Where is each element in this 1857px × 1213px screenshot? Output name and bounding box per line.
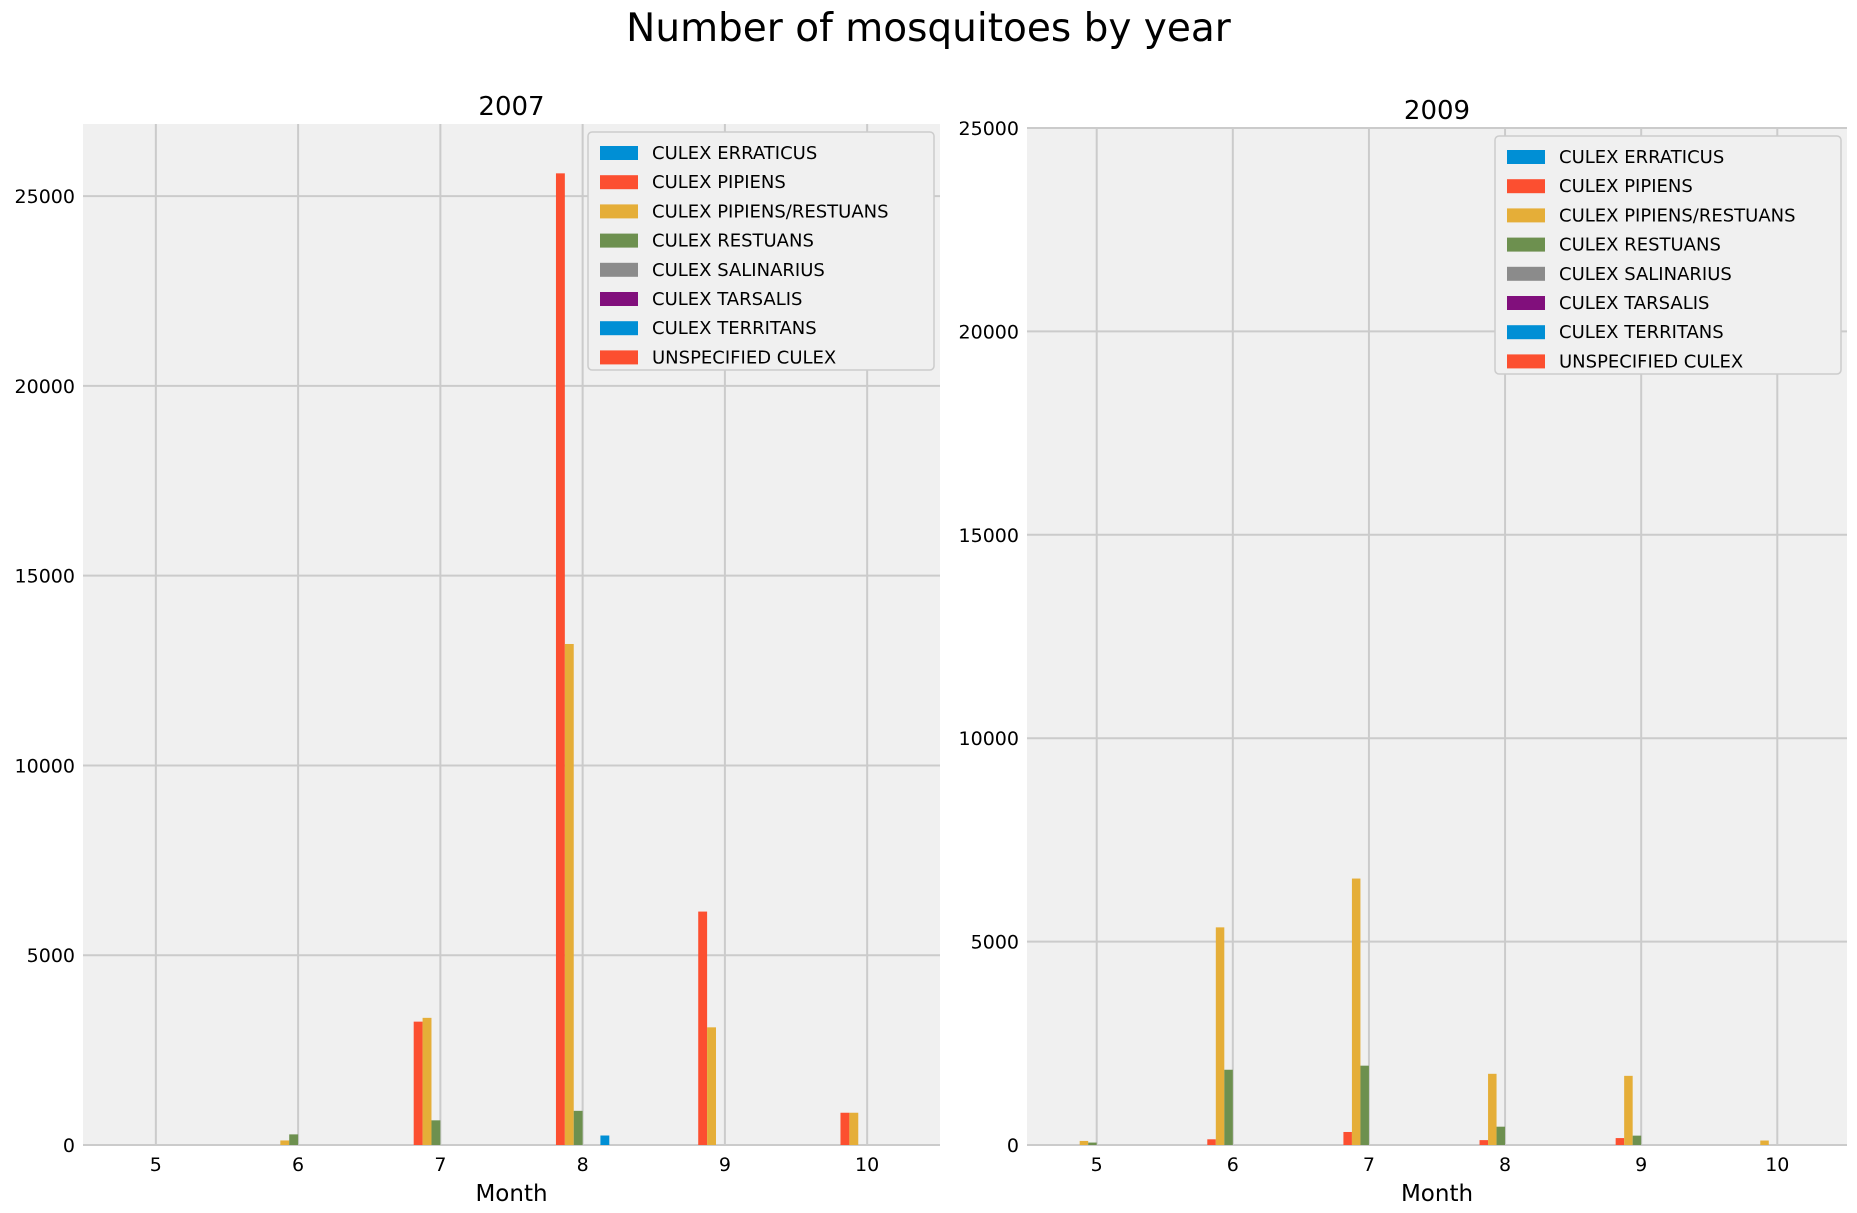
x-tick-label: 9 (719, 1154, 731, 1176)
x-tick-label: 6 (292, 1154, 304, 1176)
legend-swatch (600, 321, 638, 336)
x-axis-label: Month (1401, 1181, 1473, 1207)
legend-label: CULEX RESTUANS (652, 231, 814, 252)
bar (1207, 1139, 1216, 1145)
bar (840, 1112, 850, 1145)
y-tick-label: 25000 (15, 186, 75, 208)
bar (1760, 1140, 1769, 1145)
legend-swatch (600, 175, 638, 190)
legend-swatch (1507, 354, 1545, 369)
legend: CULEX ERRATICUS CULEX PIPIENS CULEX PIPIEN… (1494, 135, 1842, 375)
bar (431, 1120, 441, 1145)
x-tick-label: 6 (1227, 1154, 1239, 1176)
y-tick-label: 5000 (27, 945, 75, 967)
legend-label: CULEX TERRITANS (1559, 322, 1724, 343)
bar (1079, 1140, 1089, 1145)
y-tick-label: 5000 (971, 932, 1019, 954)
bar (707, 1027, 717, 1145)
y-tick-label: 20000 (959, 321, 1019, 343)
x-tick-label: 7 (1363, 1154, 1375, 1176)
bar (564, 643, 574, 1145)
y-tick-label: 0 (1007, 1135, 1019, 1157)
legend-label: CULEX PIPIENS (652, 172, 786, 193)
x-tick-label: 5 (1091, 1154, 1103, 1176)
legend-swatch (1507, 179, 1545, 194)
legend-label: CULEX PIPIENS/RESTUANS (652, 201, 889, 222)
legend-swatch (1507, 325, 1545, 340)
legend-label: CULEX ERRATICUS (652, 143, 817, 164)
bar (1479, 1140, 1489, 1145)
legend-swatch (1507, 150, 1545, 164)
x-tick-label: 8 (577, 1154, 589, 1176)
bar (1624, 1075, 1633, 1145)
y-tick-label: 15000 (15, 566, 75, 588)
legend-swatch (600, 146, 638, 160)
y-tick-label: 25000 (959, 118, 1019, 140)
bar (1343, 1131, 1352, 1145)
legend-swatch (600, 204, 638, 219)
legend-label: UNSPECIFIED CULEX (1559, 351, 1743, 372)
chart-title: 2007 (478, 92, 544, 122)
x-tick-label: 10 (1765, 1154, 1789, 1176)
chart-2007: 0 5000 10000 15000 20000 25000 5 6 7 8 9 10 2007 Mont… (15, 92, 940, 1207)
legend-swatch (1507, 296, 1545, 310)
bar (413, 1021, 423, 1145)
legend-label: CULEX TARSALIS (652, 289, 802, 310)
x-tick-label: 7 (434, 1154, 446, 1176)
bar (1351, 878, 1361, 1145)
chart-title: 2009 (1404, 96, 1470, 126)
bar (289, 1134, 299, 1145)
x-tick-label: 10 (855, 1154, 879, 1176)
y-tick-label: 10000 (15, 755, 75, 777)
bar (1615, 1138, 1625, 1145)
bar (1215, 927, 1225, 1145)
legend-swatch (600, 262, 638, 277)
bar (1224, 1069, 1233, 1145)
figure-title: Number of mosquitoes by year (626, 6, 1231, 51)
bar (422, 1017, 432, 1145)
legend-swatch (1507, 266, 1545, 281)
bar (1088, 1142, 1097, 1145)
legend-frame (1494, 135, 1842, 375)
bar (698, 911, 708, 1145)
legend-label: CULEX TERRITANS (652, 318, 817, 339)
bar (573, 1110, 583, 1145)
legend-label: CULEX SALINARIUS (1559, 264, 1732, 285)
legend-label: UNSPECIFIED CULEX (652, 347, 836, 368)
legend-swatch (1507, 237, 1545, 252)
bar (1632, 1135, 1642, 1145)
bar (555, 173, 565, 1145)
legend-frame (587, 131, 935, 371)
legend-swatch (600, 350, 638, 365)
bar (1360, 1065, 1369, 1145)
bar (1496, 1126, 1506, 1145)
legend-swatch (1507, 208, 1545, 223)
x-tick-label: 8 (1499, 1154, 1511, 1176)
legend-label: CULEX ERRATICUS (1559, 147, 1724, 168)
bar (849, 1112, 859, 1145)
legend-label: CULEX RESTUANS (1559, 235, 1721, 256)
y-tick-label: 0 (63, 1135, 75, 1157)
legend-label: CULEX SALINARIUS (652, 260, 825, 281)
bar (600, 1135, 610, 1145)
legend-label: CULEX PIPIENS (1559, 176, 1693, 197)
y-tick-label: 15000 (959, 525, 1019, 547)
legend-swatch (600, 292, 638, 306)
chart-2009: 0 5000 10000 15000 20000 25000 5 6 7 8 9 10 2009 Mont… (959, 96, 1847, 1207)
y-tick-label: 20000 (15, 376, 75, 398)
x-tick-label: 9 (1635, 1154, 1647, 1176)
bar (1488, 1073, 1497, 1145)
x-axis-label: Month (475, 1181, 547, 1207)
y-tick-label: 10000 (959, 728, 1019, 750)
legend-label: CULEX TARSALIS (1559, 293, 1709, 314)
legend: CULEX ERRATICUS CULEX PIPIENS CULEX PIPIEN… (587, 131, 935, 371)
bar (280, 1140, 290, 1145)
x-tick-label: 5 (150, 1154, 162, 1176)
legend-swatch (600, 233, 638, 248)
legend-label: CULEX PIPIENS/RESTUANS (1559, 205, 1796, 226)
